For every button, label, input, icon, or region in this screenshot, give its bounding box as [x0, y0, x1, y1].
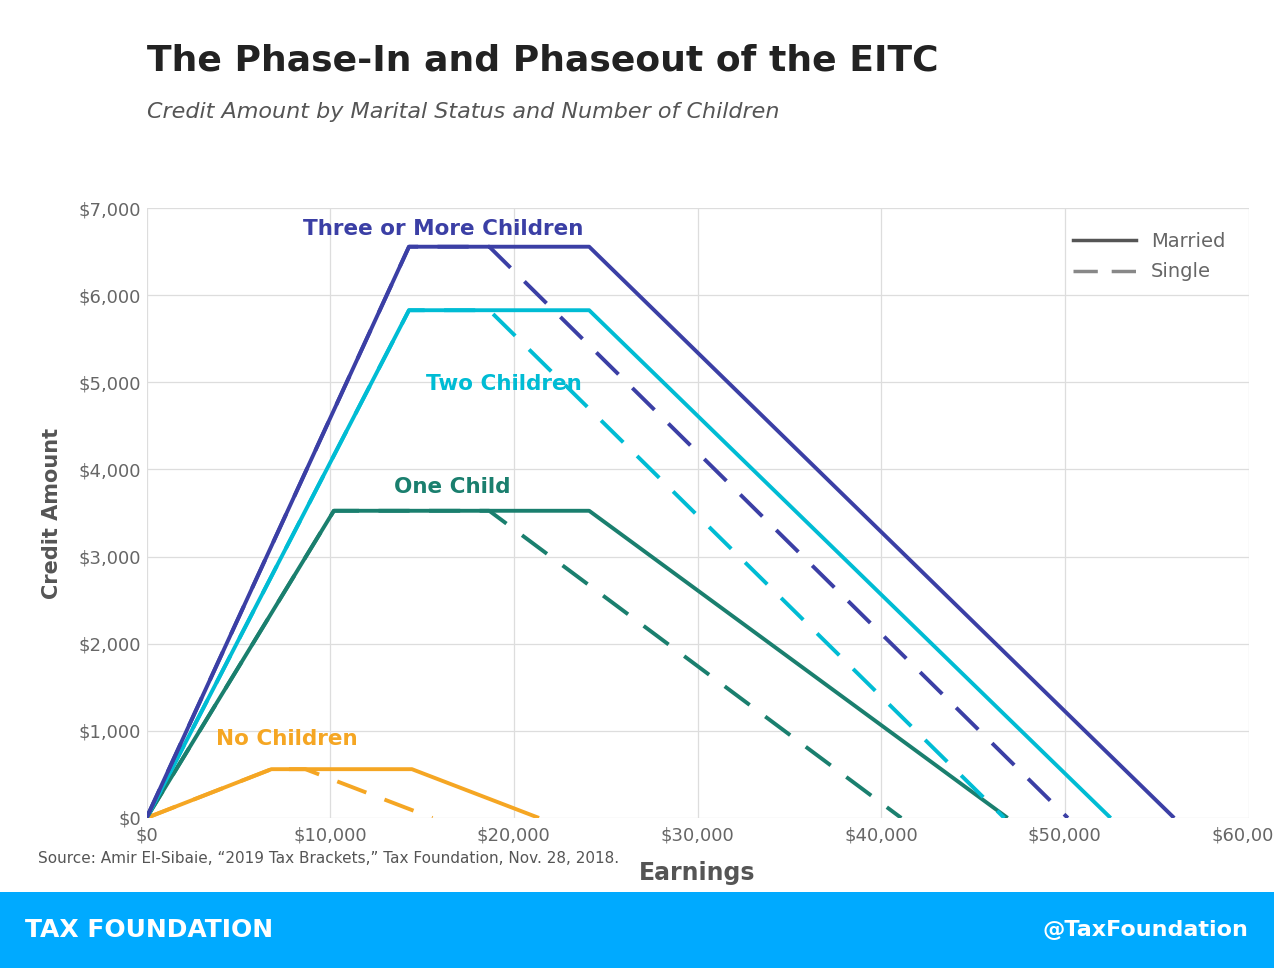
X-axis label: Earnings: Earnings — [640, 861, 755, 885]
Text: @TaxFoundation: @TaxFoundation — [1042, 921, 1249, 940]
Text: Two Children: Two Children — [426, 374, 581, 394]
Text: The Phase-In and Phaseout of the EITC: The Phase-In and Phaseout of the EITC — [147, 44, 938, 77]
Y-axis label: Credit Amount: Credit Amount — [42, 428, 61, 598]
Text: No Children: No Children — [217, 729, 358, 749]
Text: Credit Amount by Marital Status and Number of Children: Credit Amount by Marital Status and Numb… — [147, 102, 778, 122]
Text: One Child: One Child — [395, 477, 511, 498]
Legend: Married, Single: Married, Single — [1065, 224, 1233, 289]
Text: Source: Amir El-Sibaie, “2019 Tax Brackets,” Tax Foundation, Nov. 28, 2018.: Source: Amir El-Sibaie, “2019 Tax Bracke… — [38, 852, 619, 866]
Text: TAX FOUNDATION: TAX FOUNDATION — [25, 919, 274, 942]
Text: Three or More Children: Three or More Children — [303, 220, 583, 239]
